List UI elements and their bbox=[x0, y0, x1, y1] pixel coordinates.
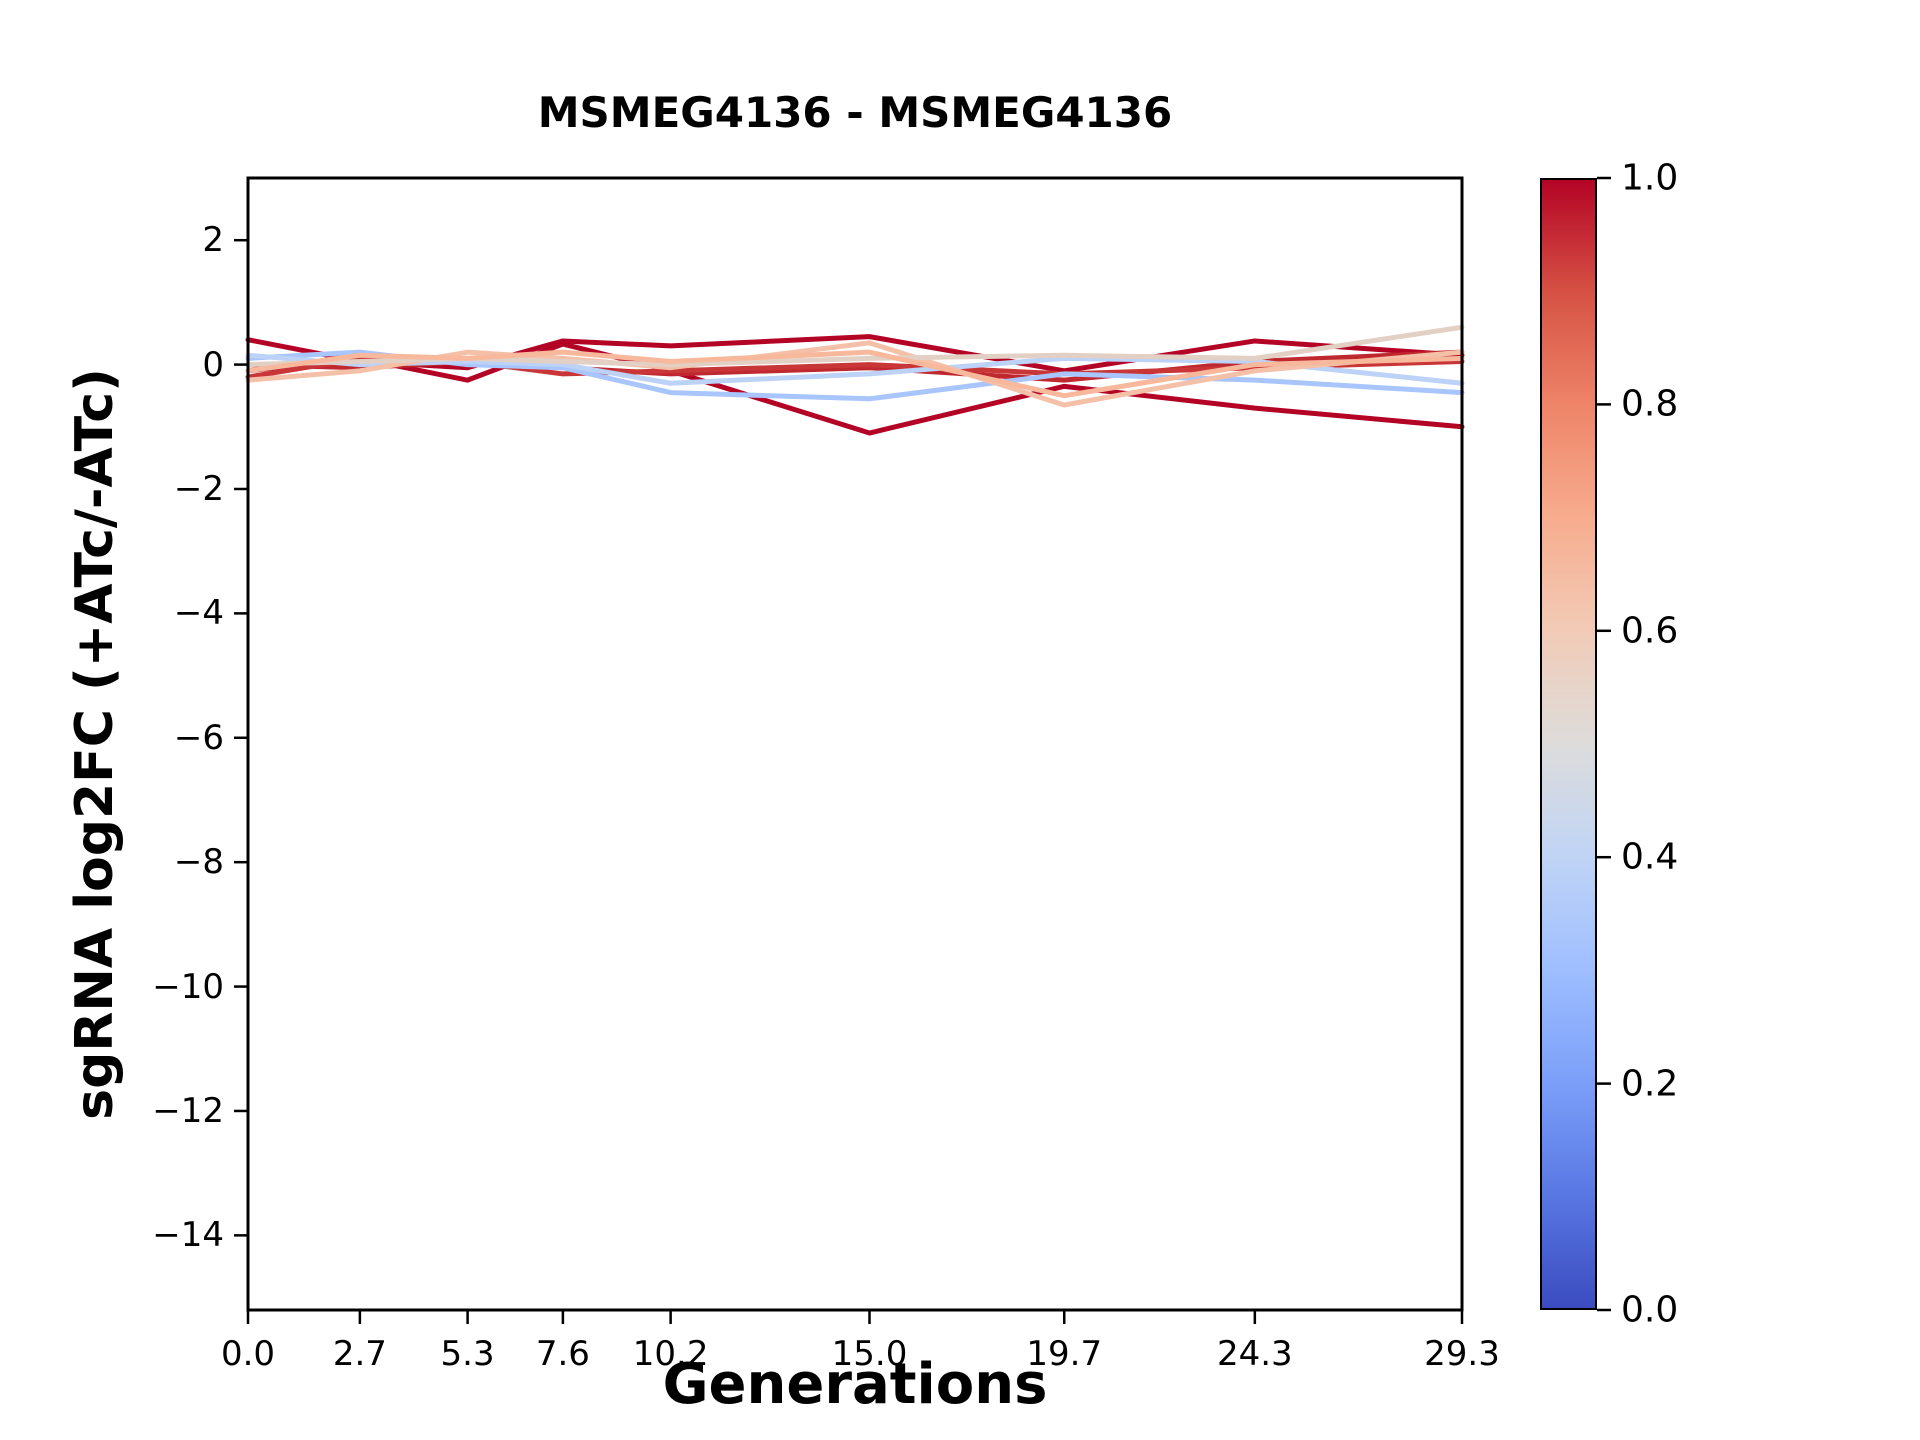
x-tick-label: 0.0 bbox=[220, 1334, 276, 1374]
x-axis-label: Generations bbox=[662, 1352, 1048, 1417]
series-line bbox=[245, 324, 1465, 368]
y-tick-label: −4 bbox=[173, 593, 224, 634]
y-tick-label: 2 bbox=[202, 220, 224, 261]
y-tick-label: −8 bbox=[173, 842, 224, 883]
plot-frame bbox=[246, 176, 1464, 1312]
chart-title: MSMEG4136 - MSMEG4136 bbox=[537, 88, 1173, 137]
colorbar-tick-label: 0.6 bbox=[1621, 610, 1679, 652]
x-tick-label: 19.7 bbox=[1026, 1334, 1103, 1374]
y-tick-label: −2 bbox=[173, 468, 224, 509]
colorbar-tick-label: 0.8 bbox=[1621, 383, 1679, 425]
x-tick-label: 24.3 bbox=[1216, 1334, 1293, 1374]
series-line bbox=[245, 340, 1465, 408]
colorbar-tick-label: 0.0 bbox=[1621, 1289, 1679, 1331]
y-tick-label: 0 bbox=[202, 344, 224, 385]
colorbar bbox=[1540, 178, 1597, 1310]
y-tick-label: −6 bbox=[173, 717, 224, 758]
y-tick-label: −14 bbox=[152, 1215, 224, 1256]
x-tick-label: 5.3 bbox=[440, 1334, 495, 1374]
x-tick-label: 10.2 bbox=[632, 1334, 709, 1374]
y-tick-label: −12 bbox=[152, 1090, 224, 1131]
x-tick-label: 2.7 bbox=[332, 1334, 387, 1374]
series-line bbox=[245, 349, 1465, 399]
x-tick-label: 15.0 bbox=[831, 1334, 908, 1374]
y-tick-label: −10 bbox=[152, 966, 224, 1007]
plot-background bbox=[248, 178, 1462, 1310]
colorbar-tick-label: 1.0 bbox=[1621, 157, 1679, 199]
colorbar-tick-label: 0.2 bbox=[1621, 1063, 1679, 1105]
x-tick-label: 7.6 bbox=[535, 1334, 590, 1374]
x-tick-label: 29.3 bbox=[1424, 1334, 1500, 1374]
colorbar-tick-label: 0.4 bbox=[1621, 836, 1679, 878]
